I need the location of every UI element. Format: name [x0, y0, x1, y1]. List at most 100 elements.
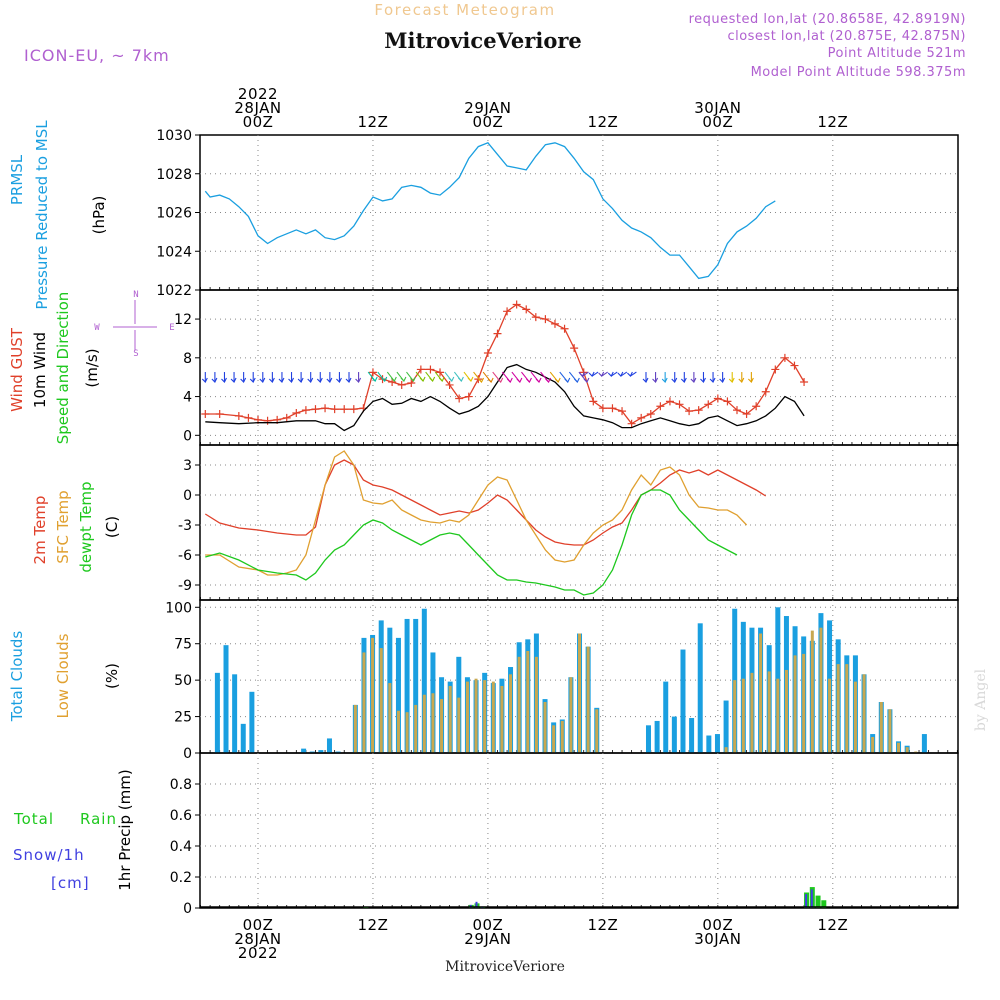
- dewpt-label: dewpt Temp: [77, 481, 95, 572]
- wind-arrowhead: [738, 377, 745, 383]
- precip-unit: 1hr Precip (mm): [116, 769, 134, 890]
- gust-marker: [531, 313, 540, 322]
- wind-arrow: [582, 371, 589, 377]
- low-cloud-bar: [862, 674, 866, 753]
- rain-bar: [821, 900, 827, 908]
- wind-arrowhead: [564, 377, 571, 383]
- total-cloud-bar: [689, 718, 695, 753]
- total-cloud-bar: [654, 720, 660, 753]
- gust-marker: [550, 319, 559, 328]
- gust-marker: [780, 353, 789, 362]
- wind-arrowhead: [627, 371, 633, 377]
- total-cloud-bar: [680, 649, 686, 753]
- y-tick-label: 1026: [156, 206, 192, 222]
- total-cloud-bar: [921, 734, 927, 753]
- wind-arrowhead: [448, 376, 455, 382]
- total-cloud-bar: [413, 618, 419, 753]
- low-cloud-bar: [552, 725, 556, 753]
- y-tick-label: -6: [178, 548, 192, 564]
- gust-marker: [685, 407, 694, 416]
- low-cloud-bar: [362, 652, 366, 753]
- info-line-3: Point Altitude 521m: [828, 46, 966, 61]
- gust-marker: [627, 419, 636, 428]
- wind-arrowhead: [240, 377, 247, 383]
- gust-marker: [646, 410, 655, 418]
- wind-arrowhead: [419, 376, 426, 382]
- precip-snow-label: Snow/1h: [13, 846, 85, 864]
- wind-arrowhead: [583, 377, 590, 383]
- wind-arrowhead: [221, 377, 227, 383]
- bottom-time-label: 12Z: [358, 916, 389, 934]
- total-clouds-label: Total Clouds: [8, 631, 26, 723]
- gust-marker: [608, 404, 617, 413]
- gust-marker: [733, 406, 741, 415]
- gust-marker: [201, 410, 210, 418]
- top-time-label: 2022: [238, 85, 278, 103]
- gust-marker: [752, 402, 761, 411]
- total-cloud-bar: [232, 674, 238, 753]
- low-cloud-bar: [586, 646, 590, 753]
- precip-cm-label: [cm]: [51, 874, 90, 892]
- y-tick-label: 100: [165, 600, 192, 616]
- wind-arrow: [630, 371, 637, 377]
- low-cloud-bar: [543, 702, 547, 753]
- gust-marker: [800, 378, 809, 387]
- gust-marker: [483, 348, 492, 357]
- y-tick-label: -9: [178, 578, 192, 594]
- low-cloud-bar: [750, 672, 754, 753]
- wind-arrowhead: [478, 377, 485, 383]
- clouds-unit: (%): [103, 663, 121, 689]
- wind-arrowhead: [438, 376, 445, 382]
- low-cloud-bar: [759, 633, 763, 753]
- total-cloud-bar: [404, 618, 410, 753]
- gust-marker: [292, 409, 301, 418]
- y-tick-label: 0: [183, 901, 192, 917]
- y-tick-label: 3: [183, 458, 192, 474]
- low-cloud-bar: [465, 681, 469, 753]
- gust-marker: [416, 365, 425, 374]
- y-tick-label: 50: [174, 673, 192, 689]
- y-tick-label: 0.8: [170, 777, 192, 793]
- total-cloud-bar: [214, 672, 220, 753]
- low-cloud-bar: [388, 683, 392, 753]
- low-cloud-bar: [888, 709, 892, 753]
- y-tick-label: 4: [183, 390, 192, 406]
- low-cloud-bar: [767, 671, 771, 753]
- wind-arrowhead: [307, 377, 314, 383]
- low-cloud-bar: [828, 678, 832, 753]
- gust-marker: [723, 397, 732, 406]
- wind-arrowhead: [467, 376, 474, 382]
- gust-marker: [445, 380, 454, 389]
- gust-marker: [263, 416, 272, 425]
- y-tick-label: 1022: [156, 283, 192, 299]
- wind-unit: (m/s): [83, 348, 101, 387]
- gust-marker: [512, 300, 521, 309]
- compass-s: S: [133, 349, 138, 359]
- low-cloud-bar: [457, 697, 461, 753]
- gust-marker: [761, 387, 770, 396]
- low-cloud-bar: [595, 709, 599, 753]
- low-cloud-bar: [845, 664, 849, 753]
- wind-arrowhead: [588, 371, 595, 377]
- gust-marker: [541, 315, 550, 324]
- wind-arrowhead: [690, 377, 697, 383]
- wind-arrowhead: [458, 376, 464, 382]
- top-time-label: 28JAN: [234, 99, 281, 117]
- y-tick-label: 0: [183, 488, 192, 504]
- total-cloud-bar: [714, 734, 720, 753]
- total-cloud-bar: [318, 750, 324, 753]
- footer-station: MitroviceVeriore: [445, 959, 565, 975]
- bottom-time-label: 00Z: [243, 916, 274, 934]
- wind-arrowhead: [652, 377, 659, 383]
- bottom-time-label: 12Z: [817, 916, 848, 934]
- y-tick-label: -3: [178, 518, 192, 534]
- gust-marker: [244, 413, 253, 422]
- pressure-label-1: PRMSL: [8, 154, 26, 205]
- temperature-series-0: [204, 459, 767, 546]
- gust-marker: [311, 405, 320, 414]
- gust-marker: [426, 365, 435, 374]
- station-title: MitroviceVeriore: [384, 28, 582, 53]
- low-cloud-bar: [897, 742, 901, 753]
